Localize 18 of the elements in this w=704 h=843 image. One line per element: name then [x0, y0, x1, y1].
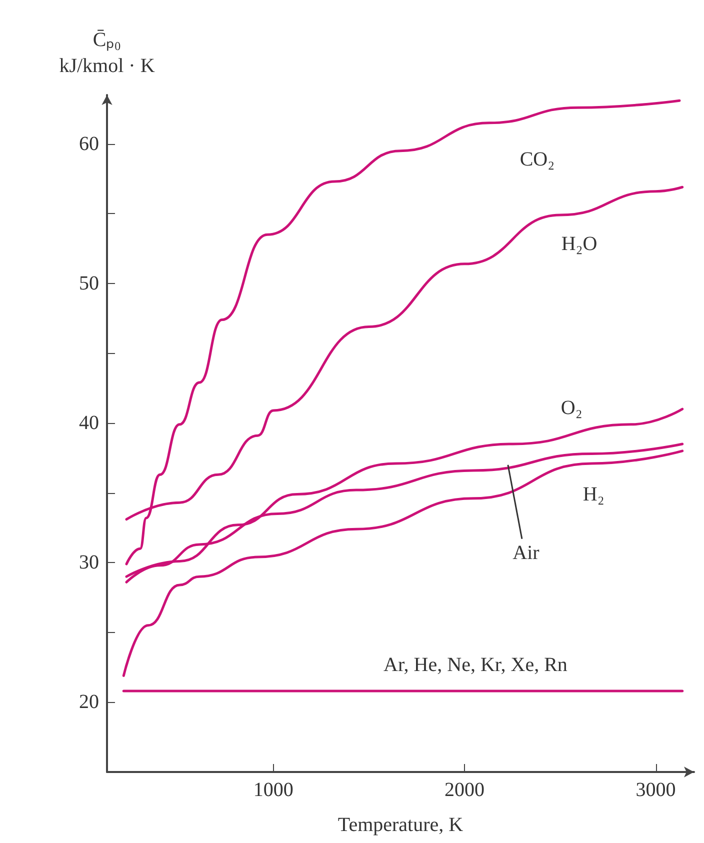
x-tick-label: 1000: [253, 779, 294, 801]
y-tick-label: 60: [79, 132, 99, 155]
y-tick-label: 30: [79, 552, 99, 574]
y-tick-label: 20: [79, 691, 99, 714]
y-axis-title: C̄ₚ₀ kJ/kmol · K: [59, 29, 156, 77]
y-tick-label: 40: [79, 412, 99, 434]
annotation: Ar, He, Ne, Kr, Xe, Rn: [384, 654, 568, 676]
x-tick-label: 2000: [444, 779, 485, 801]
line-series: [122, 450, 684, 677]
annotation: H₂: [582, 484, 604, 506]
line-series: [125, 99, 681, 566]
annotation: O₂: [560, 397, 582, 420]
x-tick-label: 3000: [636, 779, 676, 801]
annotation: CO₂: [520, 148, 555, 171]
annotation: Air: [512, 542, 540, 564]
y-tick-label: 50: [79, 272, 99, 294]
annotation: H₂O: [561, 232, 598, 255]
x-axis-title: Temperature, K: [338, 814, 464, 836]
